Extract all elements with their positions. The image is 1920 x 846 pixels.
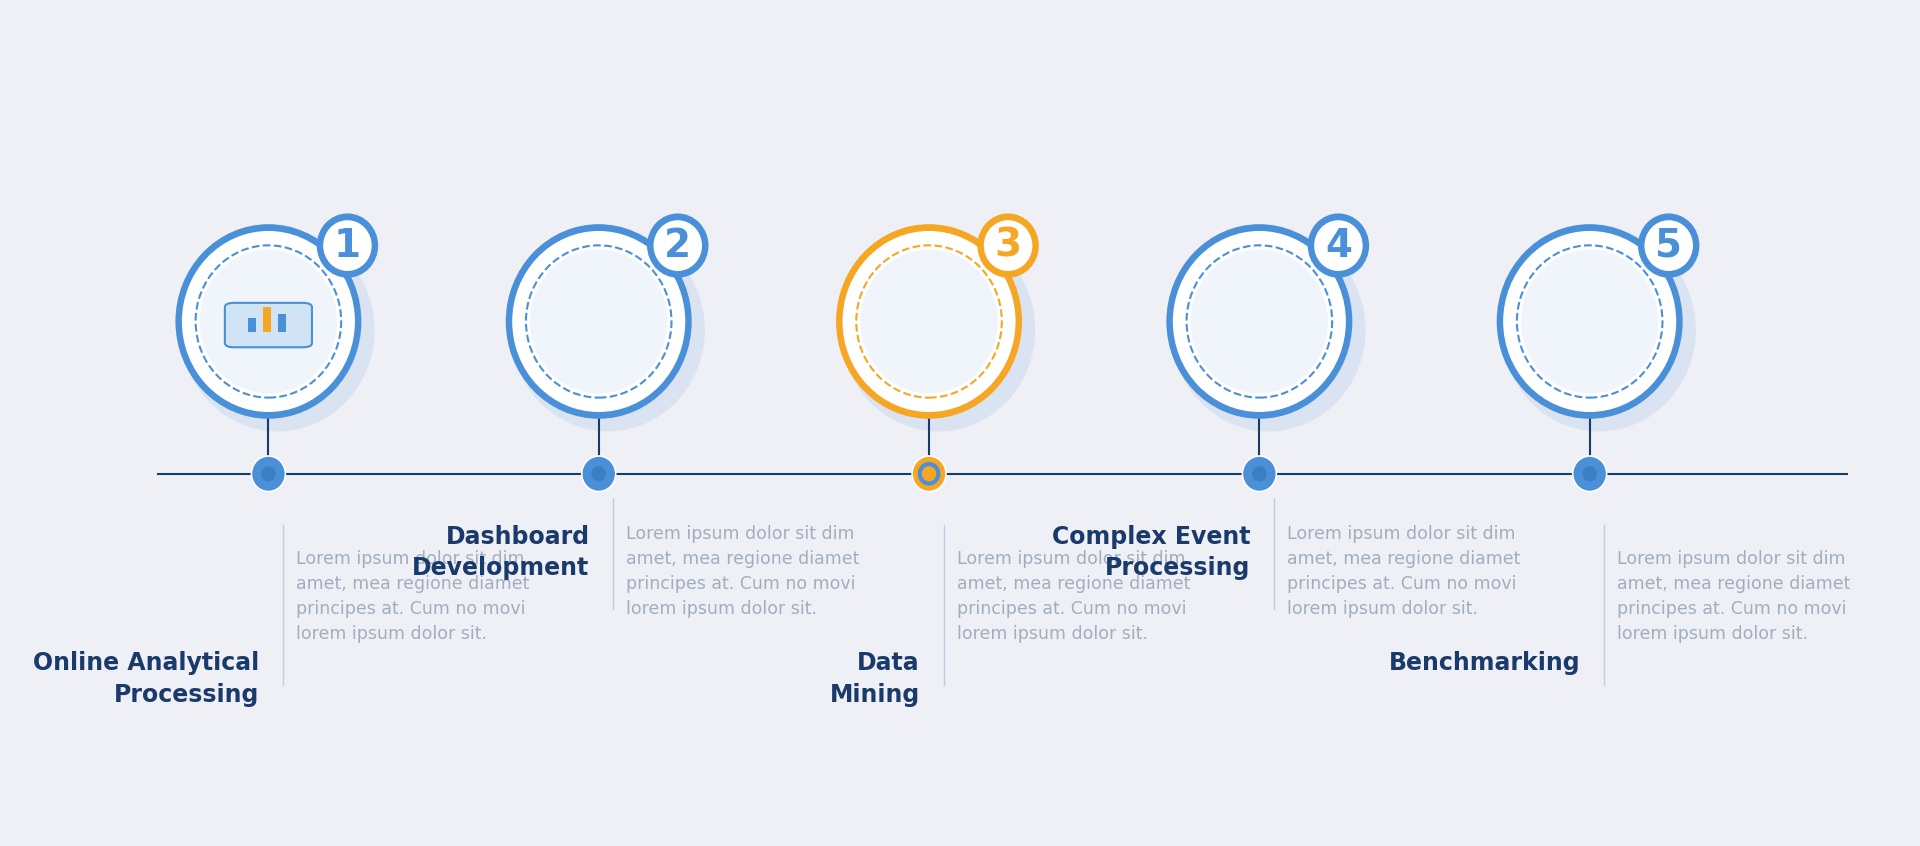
Ellipse shape [1638,213,1699,277]
Text: Data
Mining: Data Mining [829,651,920,707]
Ellipse shape [843,231,1016,412]
Text: 4: 4 [1325,227,1352,265]
Ellipse shape [1574,457,1605,491]
Bar [263,307,271,332]
Ellipse shape [252,457,284,491]
Ellipse shape [252,455,286,492]
Ellipse shape [1171,228,1365,431]
Ellipse shape [1242,455,1277,492]
Ellipse shape [1578,462,1601,486]
Text: 1: 1 [334,227,361,265]
Ellipse shape [1644,220,1693,271]
Ellipse shape [530,250,668,393]
Ellipse shape [1503,231,1676,412]
Ellipse shape [983,220,1033,271]
Text: Complex Event
Processing: Complex Event Processing [1052,525,1250,580]
Ellipse shape [1242,457,1275,491]
Ellipse shape [1498,224,1682,419]
Ellipse shape [182,231,355,412]
Ellipse shape [841,228,1035,431]
Text: 2: 2 [664,227,691,265]
Ellipse shape [591,466,607,481]
Ellipse shape [175,224,361,419]
Text: Lorem ipsum dolor sit dim
amet, mea regione diamet
principes at. Cum no movi
lor: Lorem ipsum dolor sit dim amet, mea regi… [296,550,530,643]
Ellipse shape [1572,455,1607,492]
Text: Benchmarking: Benchmarking [1388,651,1580,675]
Ellipse shape [1252,466,1267,481]
Ellipse shape [261,466,276,481]
Ellipse shape [1501,228,1695,431]
Ellipse shape [1582,466,1597,481]
Ellipse shape [513,231,685,412]
Text: 3: 3 [995,227,1021,265]
Ellipse shape [653,220,703,271]
Ellipse shape [1190,250,1329,393]
Ellipse shape [835,224,1021,419]
Ellipse shape [912,455,947,492]
Bar [278,315,286,332]
Ellipse shape [1248,462,1271,486]
Ellipse shape [180,228,374,431]
Text: 5: 5 [1655,227,1682,265]
Bar [248,318,255,332]
Ellipse shape [323,220,372,271]
Ellipse shape [200,250,338,393]
Ellipse shape [1165,224,1352,419]
Ellipse shape [977,213,1039,277]
Ellipse shape [1313,220,1363,271]
Ellipse shape [588,462,611,486]
Ellipse shape [511,228,705,431]
Ellipse shape [1521,250,1659,393]
Ellipse shape [1308,213,1369,277]
Ellipse shape [647,213,708,277]
Ellipse shape [860,250,998,393]
Ellipse shape [582,455,616,492]
Ellipse shape [1173,231,1346,412]
Text: Lorem ipsum dolor sit dim
amet, mea regione diamet
principes at. Cum no movi
lor: Lorem ipsum dolor sit dim amet, mea regi… [626,525,860,618]
Ellipse shape [922,466,937,481]
Ellipse shape [257,462,280,486]
Text: Lorem ipsum dolor sit dim
amet, mea regione diamet
principes at. Cum no movi
lor: Lorem ipsum dolor sit dim amet, mea regi… [1617,550,1851,643]
Text: Online Analytical
Processing: Online Analytical Processing [33,651,259,707]
Text: Lorem ipsum dolor sit dim
amet, mea regione diamet
principes at. Cum no movi
lor: Lorem ipsum dolor sit dim amet, mea regi… [956,550,1190,643]
Ellipse shape [317,213,378,277]
Ellipse shape [912,457,945,491]
Ellipse shape [918,462,941,486]
Text: Dashboard
Development: Dashboard Development [413,525,589,580]
Ellipse shape [582,457,614,491]
Ellipse shape [505,224,691,419]
Text: Lorem ipsum dolor sit dim
amet, mea regione diamet
principes at. Cum no movi
lor: Lorem ipsum dolor sit dim amet, mea regi… [1286,525,1521,618]
FancyBboxPatch shape [225,303,311,347]
